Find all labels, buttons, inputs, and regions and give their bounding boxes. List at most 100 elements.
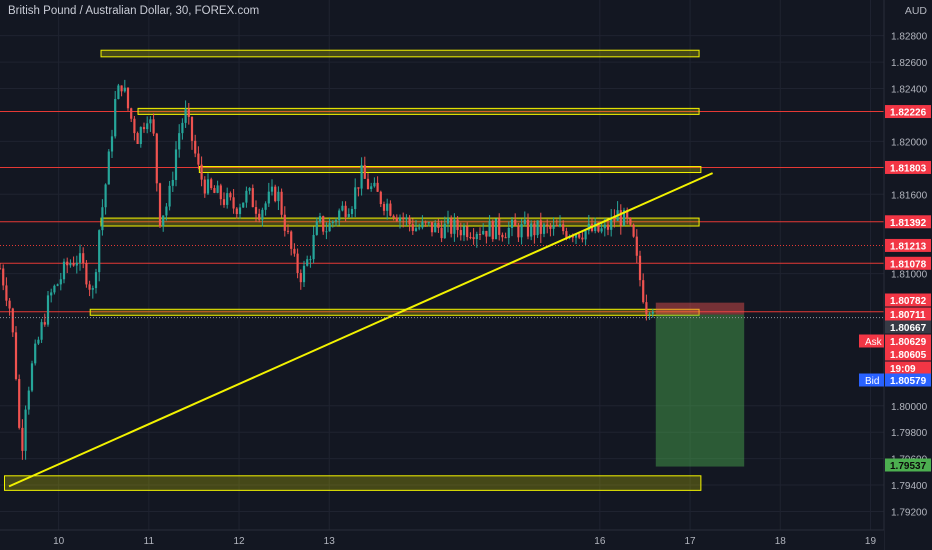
x-tick-label: 12 — [233, 536, 245, 547]
candle-body — [181, 122, 184, 134]
candle-body — [517, 225, 520, 238]
candle-body — [571, 236, 574, 238]
price-label-bg — [885, 238, 931, 252]
candle-body — [398, 217, 402, 221]
candle-body — [402, 217, 405, 220]
candle-body — [114, 99, 117, 137]
x-tick-label: 13 — [324, 536, 336, 547]
candle-body — [344, 205, 347, 217]
candle-body — [94, 272, 98, 289]
candle-body — [421, 221, 424, 228]
candle-body — [315, 221, 318, 235]
candle-body — [334, 220, 338, 222]
y-tick-label: 1.81000 — [891, 270, 928, 281]
candle-body — [578, 234, 581, 238]
candle-body — [392, 215, 395, 218]
candle-body — [184, 108, 187, 123]
x-tick-label: 17 — [684, 536, 696, 547]
candle-body — [549, 225, 552, 229]
candle-body — [434, 223, 437, 233]
candle-body — [501, 234, 504, 238]
candle-body — [82, 253, 85, 264]
take-profit-zone — [655, 314, 745, 467]
candle-body — [206, 179, 210, 194]
candle-body — [258, 213, 261, 220]
candle-body — [293, 248, 296, 254]
candle-body — [619, 210, 622, 226]
price-label: 1.80579 — [890, 376, 927, 387]
candle-body — [72, 263, 75, 266]
candle-body — [50, 292, 53, 296]
trendline — [8, 172, 714, 488]
candle-body — [632, 224, 635, 237]
price-label-bg — [885, 160, 931, 174]
candle-body — [414, 228, 418, 231]
candle-body — [469, 237, 472, 239]
candle-body — [622, 210, 626, 226]
candle-body — [277, 191, 280, 202]
candle-body — [648, 313, 651, 315]
price-label: 19:09 — [890, 364, 916, 375]
y-tick-label: 1.79200 — [891, 507, 928, 518]
candle-body — [130, 108, 133, 119]
candle-body — [229, 193, 232, 198]
candle-body — [408, 217, 411, 225]
candle-body — [238, 207, 242, 215]
candle-body — [203, 179, 206, 194]
candle-body — [603, 224, 606, 229]
price-label: 1.82226 — [890, 108, 927, 119]
candle-body — [526, 219, 530, 237]
candle-body — [2, 268, 5, 286]
candle-body — [296, 253, 299, 273]
candle-body — [594, 222, 597, 232]
price-label: 1.80667 — [890, 323, 927, 334]
candle-body — [562, 224, 565, 232]
candle-body — [286, 230, 290, 232]
price-tag: Ask — [865, 337, 883, 348]
time-axis — [0, 530, 884, 550]
candle-body — [520, 224, 523, 238]
candle-body — [274, 186, 277, 202]
candle-body — [59, 279, 62, 285]
candle-body — [251, 188, 254, 208]
price-label-bg — [885, 307, 931, 321]
candle-body — [510, 219, 514, 228]
candle-body — [328, 223, 331, 232]
candle-body — [325, 231, 328, 233]
candle-body — [488, 221, 491, 237]
chart-title: British Pound / Australian Dollar, 30, F… — [8, 5, 260, 17]
candle-body — [306, 259, 309, 266]
candle-body — [459, 230, 462, 236]
candle-body — [66, 261, 69, 266]
price-label-bg — [885, 256, 931, 270]
price-label: 1.80605 — [890, 350, 927, 361]
candle-body — [418, 227, 421, 229]
candle-body — [43, 322, 46, 325]
candle-body — [584, 230, 587, 240]
candle-body — [462, 226, 466, 236]
candle-body — [24, 409, 27, 451]
candle-body — [539, 220, 542, 234]
candle-body — [88, 284, 91, 290]
x-tick-label: 18 — [775, 536, 787, 547]
candle-body — [354, 187, 357, 210]
y-tick-label: 1.80000 — [891, 402, 928, 413]
candle-body — [280, 191, 283, 215]
candle-body — [27, 390, 30, 410]
candle-body — [190, 116, 194, 141]
candle-body — [219, 185, 222, 200]
candle-body — [155, 133, 158, 184]
candle-body — [101, 207, 104, 231]
candle-body — [194, 140, 197, 154]
candle-body — [350, 209, 354, 215]
candle-body — [450, 218, 453, 234]
candle-body — [446, 218, 450, 224]
candle-body — [494, 218, 498, 240]
candle-body — [30, 363, 34, 391]
candle-body — [98, 230, 101, 273]
candle-body — [11, 308, 14, 333]
price-label-bg — [885, 347, 931, 361]
candle-body — [200, 164, 203, 180]
